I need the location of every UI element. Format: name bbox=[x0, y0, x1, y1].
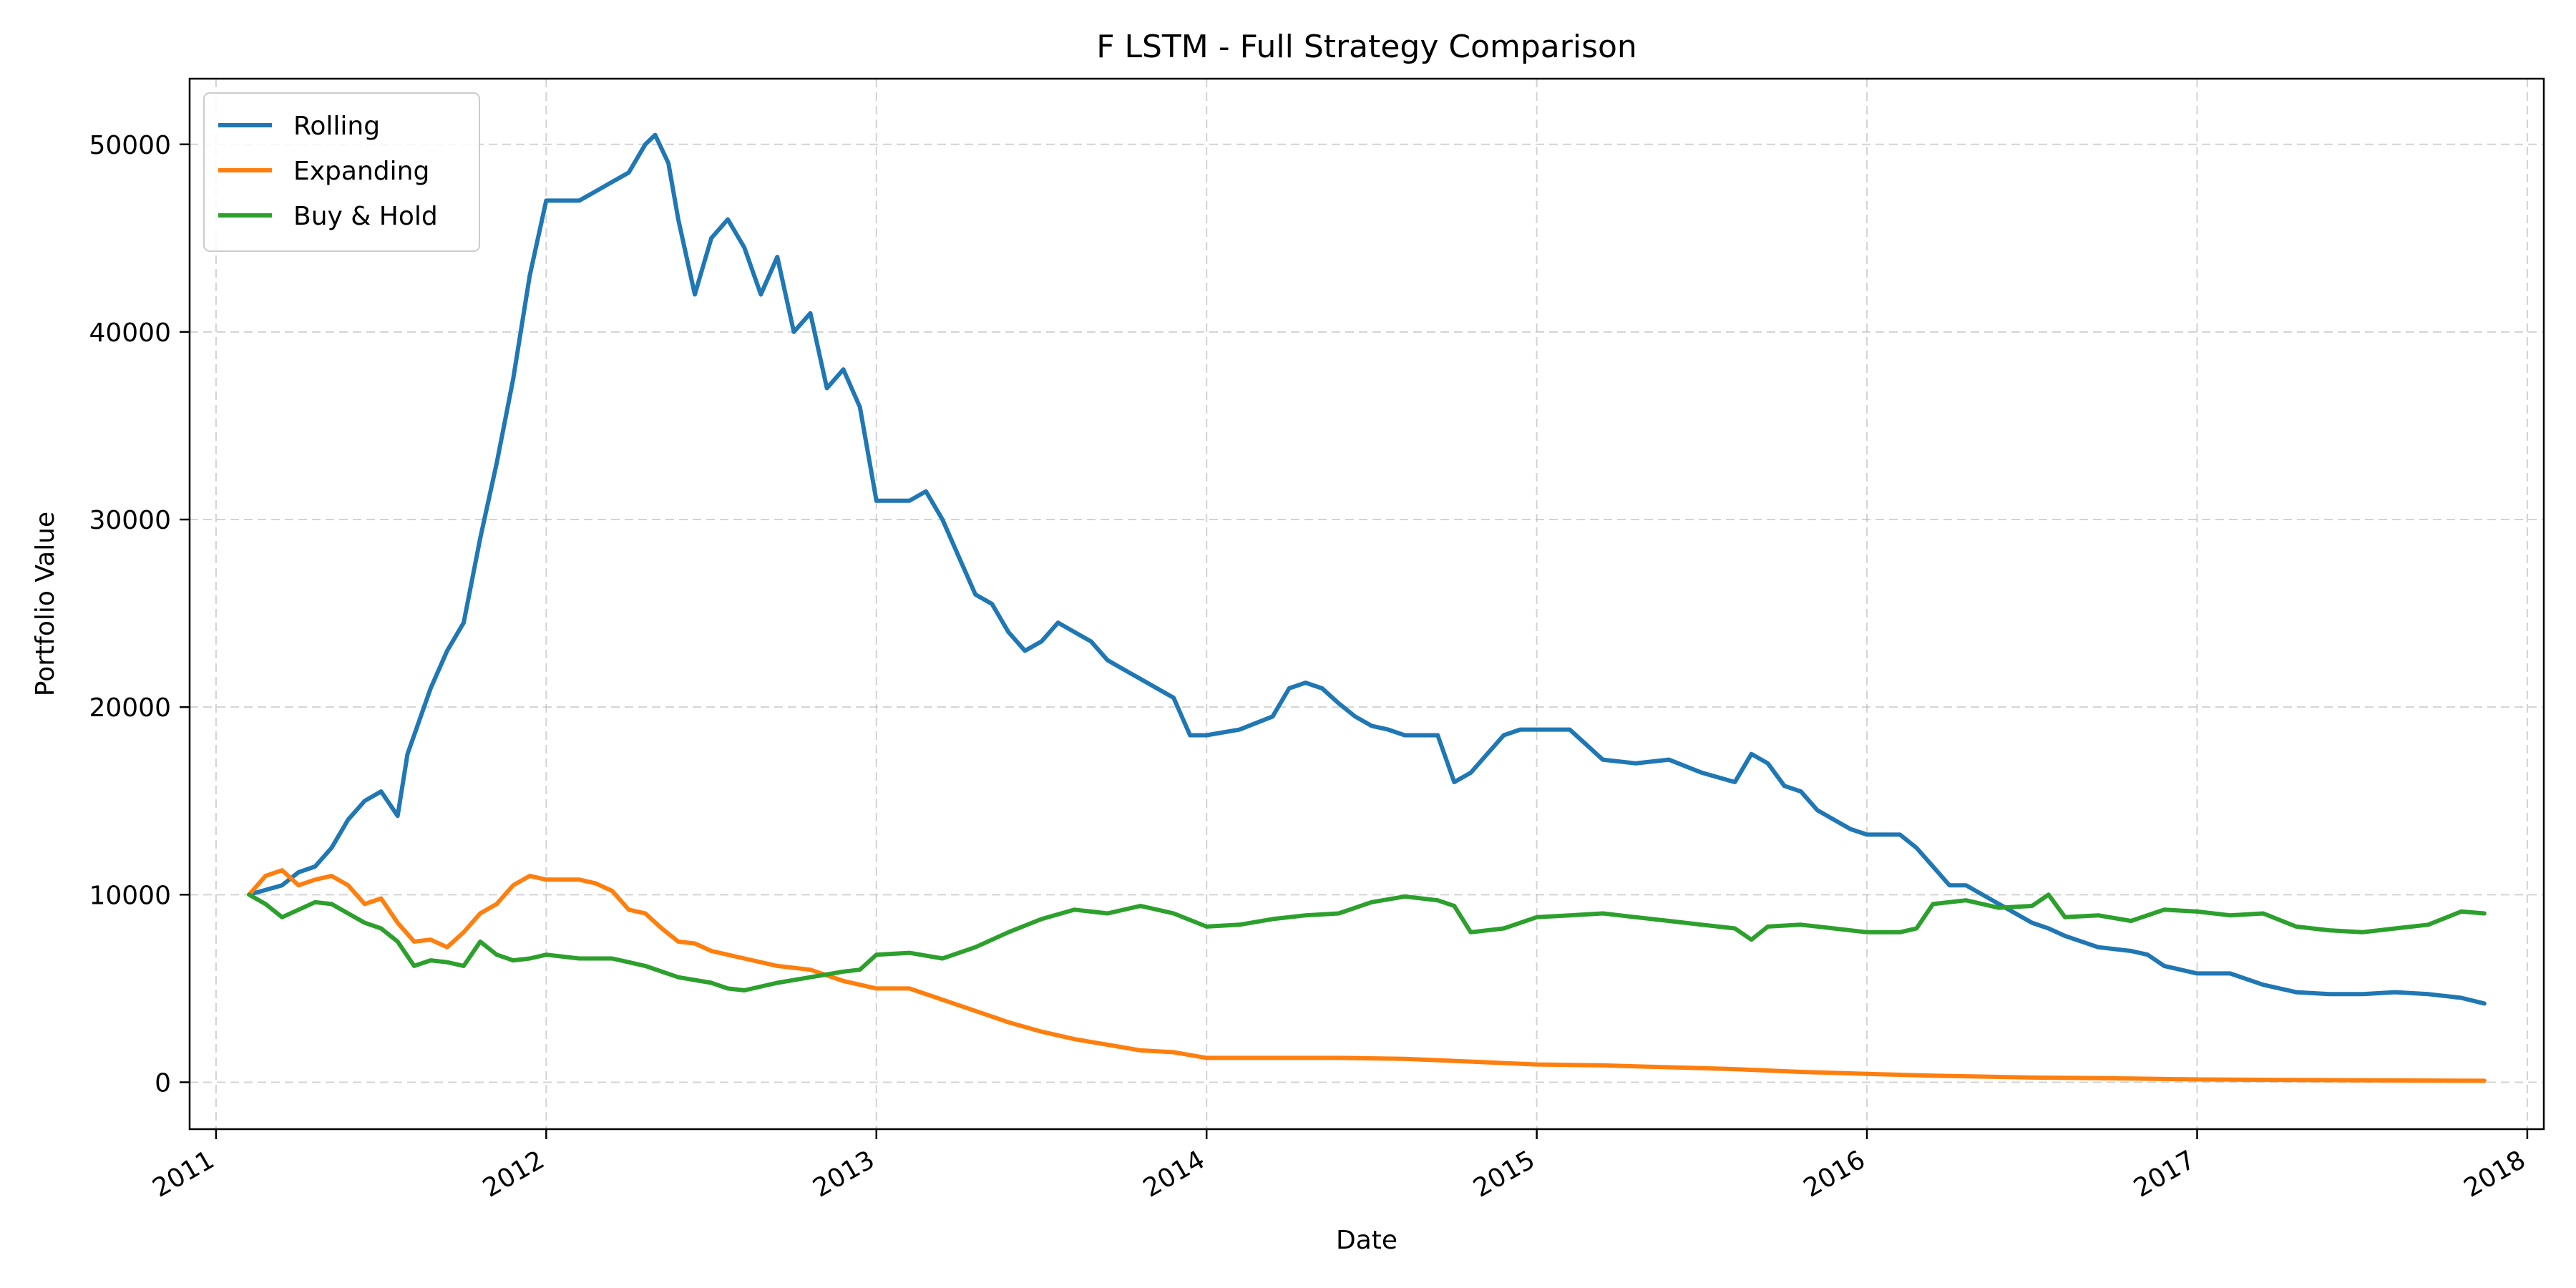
series-lines bbox=[247, 132, 2487, 1083]
plot-frame bbox=[188, 77, 2545, 1131]
x-axis-label: Date bbox=[1336, 1226, 1397, 1255]
series-line-buy-hold bbox=[247, 892, 2487, 992]
y-tick-label: 40000 bbox=[89, 318, 171, 348]
series-line-expanding bbox=[247, 868, 2487, 1083]
chart-title: F LSTM - Full Strategy Comparison bbox=[1096, 29, 1637, 65]
y-axis-ticks: 0 10000 20000 30000 40000 50000 bbox=[89, 131, 190, 1098]
y-tick-label: 30000 bbox=[89, 506, 171, 535]
grid bbox=[190, 79, 2544, 1129]
y-tick-label: 50000 bbox=[89, 131, 171, 160]
legend-label: Rolling bbox=[293, 112, 380, 141]
series-line-rolling bbox=[247, 132, 2487, 1006]
legend: Rolling Expanding Buy & Hold bbox=[203, 92, 480, 252]
legend-label: Buy & Hold bbox=[293, 202, 438, 231]
y-axis-label: Portfolio Value bbox=[31, 512, 60, 696]
legend-box bbox=[203, 92, 480, 252]
y-tick-label: 0 bbox=[155, 1068, 171, 1098]
legend-label: Expanding bbox=[293, 157, 429, 186]
y-tick-label: 10000 bbox=[89, 881, 171, 910]
y-tick-label: 20000 bbox=[89, 693, 171, 723]
